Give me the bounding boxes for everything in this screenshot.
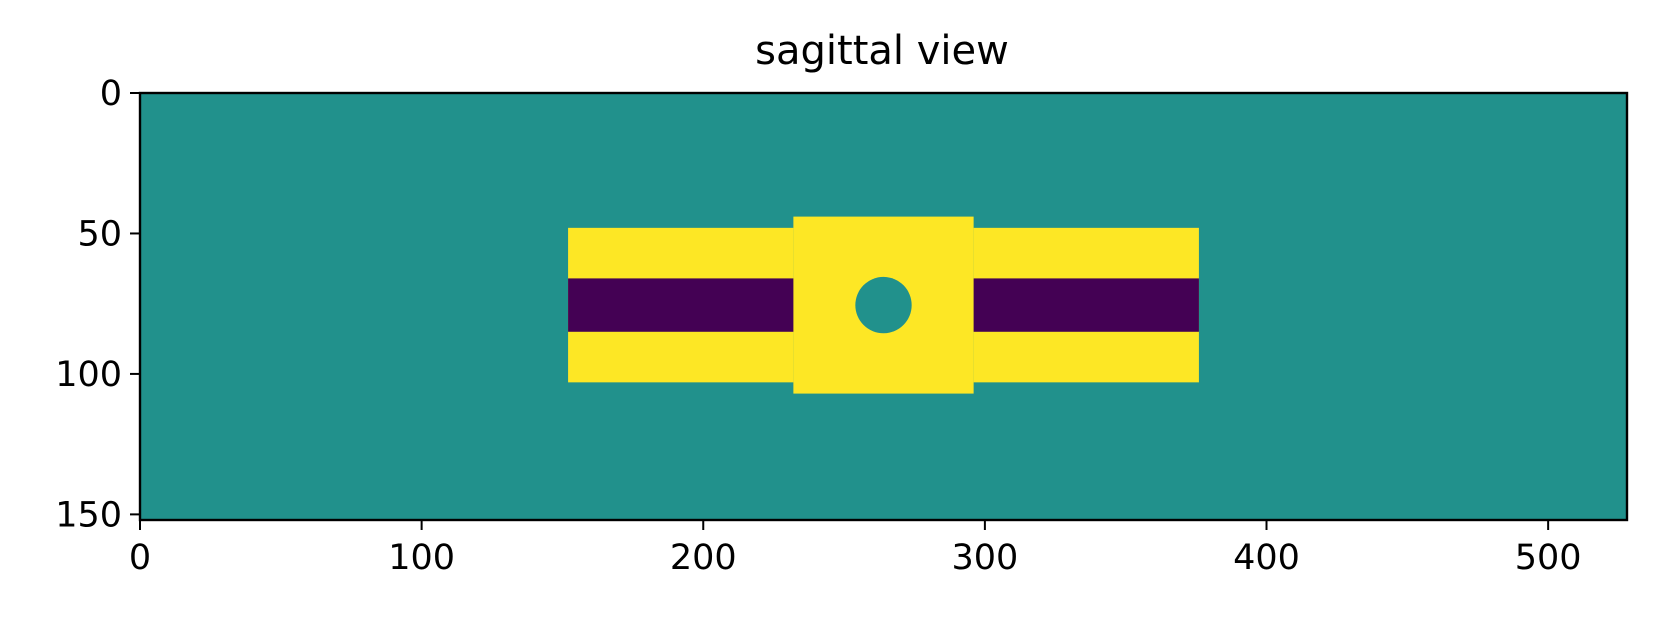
- x-tick-label: 200: [670, 538, 737, 578]
- x-tick-label: 500: [1515, 538, 1582, 578]
- region-right-core: [973, 278, 1199, 332]
- region-left-core: [568, 278, 794, 332]
- y-tick-label: 150: [55, 495, 122, 535]
- y-tick-label: 100: [55, 355, 122, 395]
- x-tick-label: 100: [388, 538, 455, 578]
- y-tick-label: 50: [77, 214, 122, 254]
- x-tick-label: 0: [129, 538, 151, 578]
- y-axis: 0 50 100 150: [55, 74, 140, 535]
- region-center-hole: [855, 276, 912, 334]
- chart-title: sagittal view: [755, 28, 1009, 74]
- x-tick-label: 400: [1233, 538, 1300, 578]
- x-tick-label: 300: [951, 538, 1018, 578]
- image-area: [140, 93, 1627, 520]
- x-axis: 0 100 200 300 400 500: [129, 520, 1582, 578]
- axes-frame: [138, 91, 1629, 522]
- y-tick-label: 0: [100, 74, 122, 114]
